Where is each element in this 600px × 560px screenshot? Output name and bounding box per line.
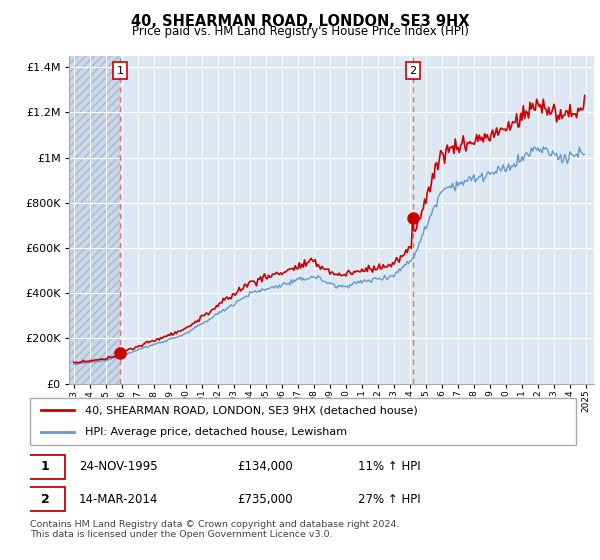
Text: £134,000: £134,000 xyxy=(238,460,293,473)
Text: 40, SHEARMAN ROAD, LONDON, SE3 9HX: 40, SHEARMAN ROAD, LONDON, SE3 9HX xyxy=(131,14,469,29)
Text: 1: 1 xyxy=(117,66,124,76)
Text: 2: 2 xyxy=(41,493,50,506)
FancyBboxPatch shape xyxy=(25,487,65,511)
Text: 1: 1 xyxy=(41,460,50,473)
Text: Contains HM Land Registry data © Crown copyright and database right 2024.
This d: Contains HM Land Registry data © Crown c… xyxy=(30,520,400,539)
Text: HPI: Average price, detached house, Lewisham: HPI: Average price, detached house, Lewi… xyxy=(85,427,347,437)
Text: Price paid vs. HM Land Registry's House Price Index (HPI): Price paid vs. HM Land Registry's House … xyxy=(131,25,469,38)
Text: 2: 2 xyxy=(410,66,416,76)
Bar xyxy=(69,56,120,384)
FancyBboxPatch shape xyxy=(25,455,65,479)
Text: 14-MAR-2014: 14-MAR-2014 xyxy=(79,493,158,506)
Text: 11% ↑ HPI: 11% ↑ HPI xyxy=(358,460,420,473)
Text: 27% ↑ HPI: 27% ↑ HPI xyxy=(358,493,420,506)
FancyBboxPatch shape xyxy=(30,398,576,445)
Text: 24-NOV-1995: 24-NOV-1995 xyxy=(79,460,158,473)
Text: 40, SHEARMAN ROAD, LONDON, SE3 9HX (detached house): 40, SHEARMAN ROAD, LONDON, SE3 9HX (deta… xyxy=(85,405,418,416)
Text: £735,000: £735,000 xyxy=(238,493,293,506)
